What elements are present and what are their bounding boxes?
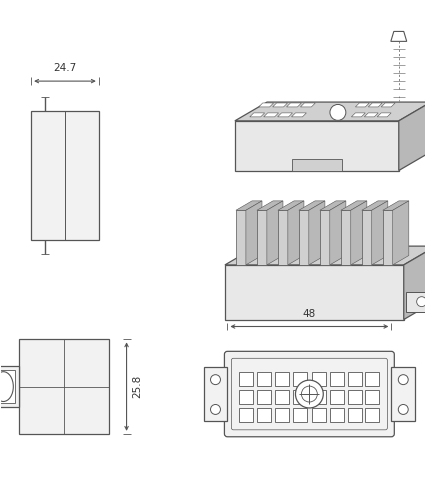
Polygon shape: [300, 103, 315, 107]
Circle shape: [330, 104, 346, 120]
Polygon shape: [364, 113, 378, 117]
Polygon shape: [330, 201, 346, 265]
Bar: [299, 210, 309, 265]
Circle shape: [296, 380, 323, 408]
Polygon shape: [267, 201, 283, 265]
Bar: [391, 366, 415, 422]
Bar: [362, 210, 372, 265]
Bar: [235, 121, 399, 170]
Polygon shape: [383, 201, 409, 210]
Polygon shape: [278, 201, 304, 210]
Polygon shape: [351, 201, 367, 265]
Polygon shape: [273, 103, 288, 107]
Bar: [341, 210, 351, 265]
Polygon shape: [288, 201, 304, 265]
Polygon shape: [225, 246, 426, 265]
Polygon shape: [372, 201, 388, 265]
Polygon shape: [250, 113, 265, 117]
Bar: [330, 408, 344, 422]
Circle shape: [398, 404, 408, 414]
Circle shape: [417, 296, 426, 306]
Polygon shape: [309, 201, 325, 265]
Circle shape: [210, 374, 220, 384]
Bar: [204, 366, 227, 422]
Polygon shape: [362, 201, 388, 210]
Bar: [239, 408, 253, 422]
Circle shape: [210, 404, 220, 414]
Text: 25.8: 25.8: [132, 375, 143, 398]
Polygon shape: [246, 201, 262, 265]
Bar: [275, 390, 289, 404]
Polygon shape: [235, 102, 426, 121]
Text: 48: 48: [303, 308, 316, 318]
Bar: [292, 158, 342, 170]
Bar: [293, 372, 307, 386]
Polygon shape: [341, 201, 367, 210]
Bar: [275, 372, 289, 386]
Bar: [19, 340, 109, 434]
FancyBboxPatch shape: [225, 352, 394, 437]
Bar: [330, 372, 344, 386]
Bar: [348, 372, 362, 386]
Bar: [366, 408, 380, 422]
Polygon shape: [278, 113, 293, 117]
Bar: [312, 408, 326, 422]
Bar: [293, 390, 307, 404]
Bar: [0, 366, 19, 408]
Bar: [312, 390, 326, 404]
Text: 24.7: 24.7: [53, 63, 77, 73]
Bar: [320, 210, 330, 265]
Bar: [348, 408, 362, 422]
Polygon shape: [399, 102, 426, 170]
Bar: [257, 210, 267, 265]
Bar: [366, 390, 380, 404]
Polygon shape: [264, 113, 279, 117]
Bar: [0, 370, 15, 404]
Bar: [366, 372, 380, 386]
Polygon shape: [381, 103, 395, 107]
Circle shape: [302, 386, 317, 402]
Bar: [239, 372, 253, 386]
Polygon shape: [393, 201, 409, 265]
Polygon shape: [368, 103, 382, 107]
Polygon shape: [377, 113, 391, 117]
Bar: [257, 408, 271, 422]
Bar: [239, 390, 253, 404]
Polygon shape: [287, 103, 302, 107]
Polygon shape: [236, 201, 262, 210]
Bar: [236, 210, 246, 265]
Bar: [293, 408, 307, 422]
Polygon shape: [351, 113, 366, 117]
Polygon shape: [391, 32, 407, 42]
Bar: [330, 390, 344, 404]
Bar: [225, 265, 404, 320]
Ellipse shape: [0, 372, 13, 402]
Polygon shape: [259, 103, 273, 107]
Bar: [257, 390, 271, 404]
Polygon shape: [299, 201, 325, 210]
Bar: [278, 210, 288, 265]
Bar: [275, 408, 289, 422]
Bar: [348, 390, 362, 404]
Circle shape: [398, 374, 408, 384]
Polygon shape: [406, 292, 426, 312]
Polygon shape: [291, 113, 306, 117]
Polygon shape: [404, 246, 426, 320]
Polygon shape: [320, 201, 346, 210]
Polygon shape: [257, 201, 283, 210]
Bar: [31, 111, 99, 240]
Bar: [312, 372, 326, 386]
Polygon shape: [355, 103, 369, 107]
Bar: [257, 372, 271, 386]
Bar: [383, 210, 393, 265]
